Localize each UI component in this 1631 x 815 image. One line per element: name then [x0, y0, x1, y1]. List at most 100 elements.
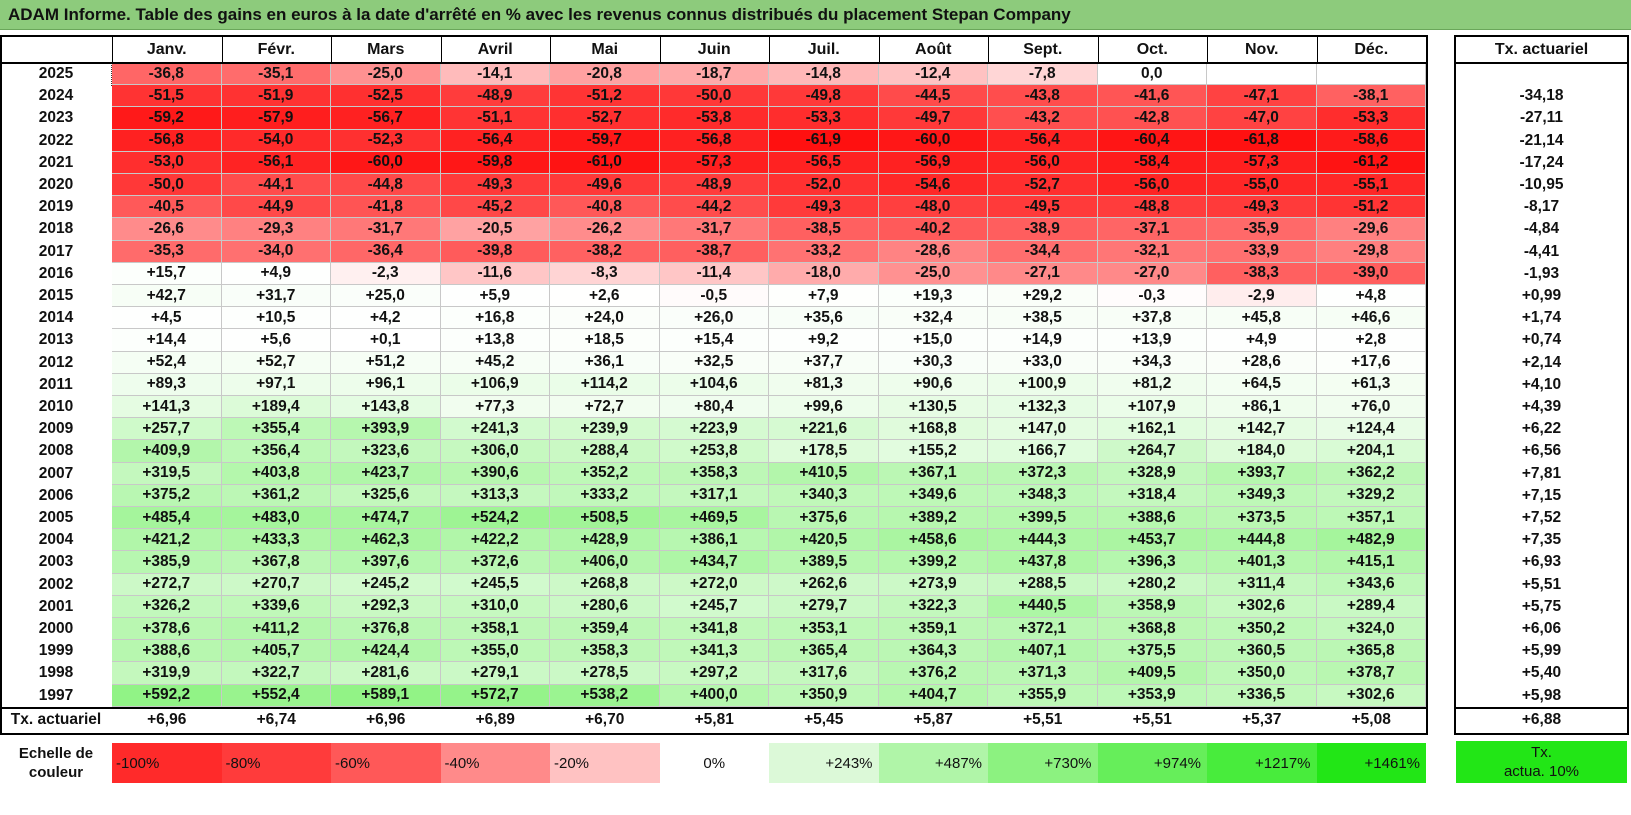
- table-cell: +433,3: [221, 529, 331, 552]
- table-cell: -25,0: [878, 262, 988, 285]
- table-cell: +422,2: [440, 529, 550, 552]
- table-cell: +4,5: [112, 307, 222, 330]
- footer-cell: +5,45: [804, 710, 844, 728]
- rate-cell: +7,15: [1521, 486, 1562, 504]
- table-cell: +407,1: [988, 640, 1098, 663]
- table-cell: +357,1: [1316, 507, 1426, 530]
- table-cell: -39,0: [1316, 262, 1426, 285]
- table-cell: +365,4: [769, 640, 879, 663]
- table-cell: +104,6: [659, 373, 769, 396]
- table-cell: +262,6: [769, 573, 879, 596]
- footer-label: Tx. actuariel: [10, 710, 102, 728]
- table-cell: -61,2: [1316, 151, 1426, 174]
- table-cell: +367,8: [221, 551, 331, 574]
- year-label: 2010: [38, 398, 74, 416]
- table-cell: +589,1: [331, 684, 441, 707]
- table-cell: -44,2: [659, 196, 769, 219]
- year-label: 2015: [38, 287, 74, 305]
- table-cell: +155,2: [878, 440, 988, 463]
- table-cell: +245,2: [331, 573, 441, 596]
- table-cell: +396,3: [1097, 551, 1207, 574]
- table-cell: +310,0: [440, 595, 550, 618]
- table-cell: +350,9: [769, 684, 879, 707]
- table-cell: +166,7: [988, 440, 1098, 463]
- table-cell: -50,0: [112, 174, 222, 197]
- rate-cell: +2,14: [1521, 353, 1562, 371]
- table-cell: +424,4: [331, 640, 441, 663]
- table-cell: +204,1: [1316, 440, 1426, 463]
- table-cell: -53,3: [1316, 107, 1426, 130]
- table-cell: -43,8: [988, 85, 1098, 108]
- year-label: 2007: [38, 464, 74, 482]
- table-cell: -49,8: [769, 85, 879, 108]
- legend-rate-swatch: Tx. actua. 10%: [1456, 741, 1627, 783]
- table-cell: -0,5: [659, 285, 769, 308]
- table-cell: +358,3: [659, 462, 769, 485]
- table-cell: +313,3: [440, 484, 550, 507]
- table-cell: +7,9: [769, 285, 879, 308]
- month-header: Juin: [697, 40, 731, 58]
- table-cell: -54,0: [221, 129, 331, 152]
- table-cell: +404,7: [878, 684, 988, 707]
- table-cell: +272,7: [112, 573, 222, 596]
- table-cell: -52,7: [988, 174, 1098, 197]
- table-cell: +4,8: [1316, 285, 1426, 308]
- table-cell: +32,5: [659, 351, 769, 374]
- table-cell: -49,6: [550, 174, 660, 197]
- table-cell: +2,6: [550, 285, 660, 308]
- table-cell: +143,8: [331, 396, 441, 419]
- table-cell: -51,2: [1316, 196, 1426, 219]
- table-cell: -11,6: [440, 262, 550, 285]
- table-cell: +130,5: [878, 396, 988, 419]
- table-cell: +34,3: [1097, 351, 1207, 374]
- year-label: 1999: [38, 642, 74, 660]
- table-cell: +375,2: [112, 484, 222, 507]
- table-cell: +371,3: [988, 662, 1098, 685]
- table-cell: -48,0: [878, 196, 988, 219]
- table-cell: -31,7: [331, 218, 441, 241]
- table-cell: +81,2: [1097, 373, 1207, 396]
- table-cell: +410,5: [769, 462, 879, 485]
- table-cell: +13,8: [440, 329, 550, 352]
- table-cell: 0,0: [1097, 63, 1207, 86]
- year-label: 2025: [38, 65, 74, 83]
- table-cell: -35,9: [1207, 218, 1317, 241]
- table-cell: -38,2: [550, 240, 660, 263]
- legend-swatch: +730%: [988, 743, 1098, 783]
- table-cell: +343,6: [1316, 573, 1426, 596]
- table-cell: +358,1: [440, 618, 550, 641]
- year-label: 1998: [38, 664, 74, 682]
- table-cell: +30,3: [878, 351, 988, 374]
- table-cell: +33,0: [988, 351, 1098, 374]
- table-cell: +241,3: [440, 418, 550, 441]
- footer-cell: +5,08: [1351, 710, 1391, 728]
- legend-label: Echelle de couleur: [0, 743, 112, 783]
- table-cell: -58,4: [1097, 151, 1207, 174]
- table-cell: +358,9: [1097, 595, 1207, 618]
- rate-cell: +4,39: [1521, 398, 1562, 416]
- month-header: Nov.: [1245, 40, 1279, 58]
- table-cell: -56,9: [878, 151, 988, 174]
- table-cell: +390,6: [440, 462, 550, 485]
- month-header: Mai: [591, 40, 619, 58]
- table-cell: -51,9: [221, 85, 331, 108]
- table-cell: -40,5: [112, 196, 222, 219]
- table-cell: [1207, 63, 1317, 86]
- table-cell: +482,9: [1316, 529, 1426, 552]
- table-cell: +28,6: [1207, 351, 1317, 374]
- table-cell: +386,1: [659, 529, 769, 552]
- rate-cell: -27,11: [1519, 109, 1564, 127]
- table-cell: +99,6: [769, 396, 879, 419]
- table-cell: +440,5: [988, 595, 1098, 618]
- table-cell: +289,4: [1316, 595, 1426, 618]
- table-cell: -27,0: [1097, 262, 1207, 285]
- month-header: Oct.: [1136, 40, 1168, 58]
- legend-swatch: -100%: [112, 743, 222, 783]
- table-cell: +428,9: [550, 529, 660, 552]
- table-cell: +538,2: [550, 684, 660, 707]
- table-cell: +324,0: [1316, 618, 1426, 641]
- table-cell: +356,4: [221, 440, 331, 463]
- table-cell: -25,0: [331, 63, 441, 86]
- rate-cell: +4,10: [1521, 375, 1562, 393]
- table-cell: -57,3: [1207, 151, 1317, 174]
